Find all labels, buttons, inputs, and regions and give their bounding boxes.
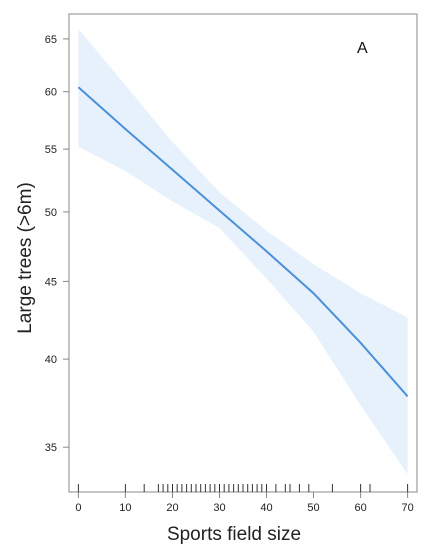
x-tick-label: 0	[75, 502, 81, 514]
y-tick-label: 50	[45, 207, 57, 219]
x-axis-title: Sports field size	[167, 524, 301, 545]
x-tick-label: 30	[213, 502, 225, 514]
x-tick-label: 50	[307, 502, 319, 514]
x-tick-label: 40	[260, 502, 272, 514]
y-tick-label: 45	[45, 276, 57, 288]
confidence-band	[78, 28, 408, 475]
x-tick-label: 60	[354, 502, 366, 514]
x-tick-label: 20	[166, 502, 178, 514]
x-tick-label: 70	[401, 502, 413, 514]
x-tick-label: 10	[119, 502, 131, 514]
y-tick-label: 65	[45, 34, 57, 46]
y-tick-label: 60	[45, 87, 57, 99]
y-axis-title: Large trees (>6m)	[15, 182, 36, 334]
panel-label: A	[357, 40, 368, 57]
y-tick-label: 40	[45, 354, 57, 366]
y-tick-label: 35	[45, 442, 57, 454]
fit-line	[77, 86, 409, 398]
y-tick-label: 55	[45, 144, 57, 156]
